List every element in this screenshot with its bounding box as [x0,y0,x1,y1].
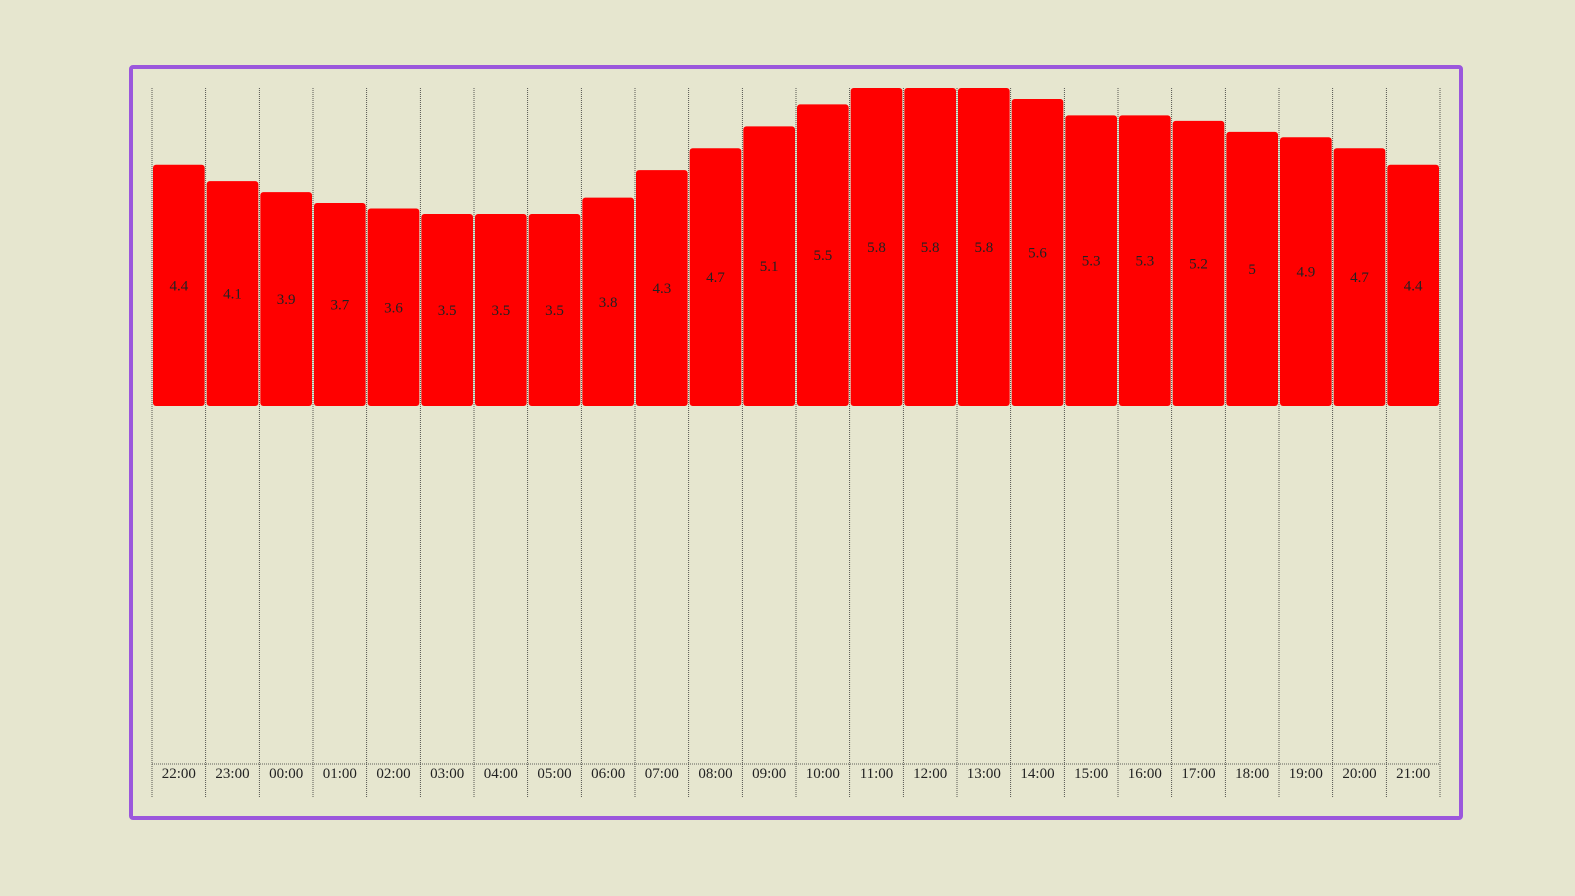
value-labels: 4.4 4.1 3.9 3.7 3.6 3.5 3.5 3.5 3.8 4.3 4.7 5.1 5.5 5… [169,240,1423,319]
x-tick-label: 14:00 [1020,766,1054,782]
value-label: 3.5 [491,303,510,319]
value-label: 5 [1248,262,1256,278]
grid-lines [151,88,1441,798]
bar-11:00 [850,88,903,406]
bar-08:00 [689,148,742,406]
value-label: 4.1 [223,287,242,303]
bar-06:00 [582,197,634,406]
bar-01:00 [314,203,366,406]
value-label: 3.5 [545,303,564,319]
value-label: 4.4 [169,278,188,294]
x-tick-label: 06:00 [591,766,625,782]
value-label: 5.8 [974,240,993,256]
x-tick-label: 22:00 [162,766,196,782]
value-label: 5.3 [1082,254,1101,270]
bar-17:00 [1172,120,1225,406]
value-label: 3.8 [599,295,618,311]
bar-14:00 [1011,98,1064,407]
bar-23:00 [206,181,259,406]
value-label: 3.6 [384,300,403,316]
x-tick-label: 15:00 [1074,766,1108,782]
value-label: 4.3 [652,281,671,297]
x-tick-label: 21:00 [1396,766,1430,782]
bar-07:00 [636,170,688,406]
x-tick-label: 17:00 [1181,766,1215,782]
value-label: 5.3 [1135,254,1154,270]
x-tick-label: 23:00 [215,766,249,782]
bars [153,88,1439,407]
bar-05:00 [528,214,581,406]
bar-18:00 [1226,131,1278,406]
value-label: 4.7 [1350,270,1369,286]
x-tick-label: 05:00 [537,766,571,782]
value-label: 3.9 [277,292,296,308]
x-tick-label: 03:00 [430,766,464,782]
x-tick-label: 08:00 [698,766,732,782]
x-tick-label: 07:00 [645,766,679,782]
bar-04:00 [475,214,527,406]
value-label: 5.1 [760,259,779,275]
x-tick-label: 12:00 [913,766,947,782]
bar-19:00 [1280,137,1332,406]
x-tick-label: 02:00 [376,766,410,782]
x-tick-label: 10:00 [806,766,840,782]
bar-21:00 [1387,164,1439,406]
x-axis-ticks: 22:00 23:00 00:00 01:00 02:00 03:00 04:00 05:00… [162,766,1431,782]
value-label: 3.7 [330,298,349,314]
chart-frame [129,65,1463,820]
value-label: 3.5 [438,303,457,319]
value-label: 5.6 [1028,245,1047,261]
x-tick-label: 16:00 [1128,766,1162,782]
value-label: 5.2 [1189,256,1208,272]
bar-13:00 [958,88,1010,406]
bar-02:00 [367,208,420,406]
value-label: 5.5 [813,248,832,264]
value-label: 4.4 [1404,278,1423,294]
x-tick-label: 01:00 [323,766,357,782]
value-label: 4.9 [1296,265,1315,281]
x-tick-label: 00:00 [269,766,303,782]
x-tick-label: 04:00 [484,766,518,782]
bar-10:00 [797,104,849,406]
bar-22:00 [153,164,205,406]
bar-03:00 [421,214,473,406]
bar-00:00 [260,192,312,406]
bar-20:00 [1333,148,1386,406]
x-tick-label: 19:00 [1289,766,1323,782]
value-label: 5.8 [921,240,940,256]
x-tick-label: 20:00 [1342,766,1376,782]
bar-12:00 [904,88,956,406]
bar-15:00 [1065,115,1117,407]
value-label: 4.7 [706,270,725,286]
bar-09:00 [743,126,795,406]
x-tick-label: 11:00 [860,766,894,782]
x-tick-label: 09:00 [752,766,786,782]
x-tick-label: 18:00 [1235,766,1269,782]
x-tick-label: 13:00 [967,766,1001,782]
bar-16:00 [1119,115,1171,407]
value-label: 5.8 [867,240,886,256]
